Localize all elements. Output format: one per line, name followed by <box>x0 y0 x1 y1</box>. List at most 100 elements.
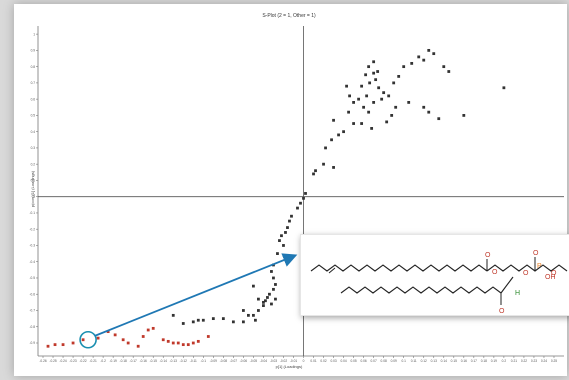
x-tick-label: 0.01 <box>310 359 316 363</box>
data-point-series-0 <box>374 78 378 82</box>
data-point-series-1 <box>46 344 50 348</box>
x-tick-label: 0.24 <box>541 359 547 363</box>
data-point-series-1 <box>96 336 100 340</box>
data-point-series-1 <box>161 338 165 342</box>
data-point-series-0 <box>322 162 325 166</box>
data-point-series-0 <box>274 297 277 301</box>
x-tick-label: 0.19 <box>491 359 497 363</box>
data-point-series-0 <box>332 166 335 169</box>
x-tick-label: -0.04 <box>260 359 267 363</box>
x-tick-label: 0.17 <box>471 359 477 363</box>
data-point-series-0 <box>314 169 317 173</box>
data-point-series-0 <box>211 317 215 321</box>
data-point-series-1 <box>141 335 145 338</box>
x-tick-label: -0.06 <box>240 359 247 363</box>
x-tick-label: 0.06 <box>361 359 367 363</box>
x-tick-label: -0.2 <box>100 359 106 363</box>
data-point-series-0 <box>241 320 245 324</box>
data-point-series-0 <box>171 313 175 317</box>
data-point-series-1 <box>186 343 190 347</box>
data-point-series-0 <box>365 94 369 98</box>
x-tick-label: 0.08 <box>381 359 387 363</box>
y-tick-label: 0.2 <box>31 162 36 166</box>
data-point-series-0 <box>274 283 277 286</box>
data-point-series-0 <box>407 101 411 104</box>
data-point-series-1 <box>106 330 110 334</box>
data-point-series-1 <box>136 344 140 348</box>
x-tick-label: -0.23 <box>69 359 76 363</box>
y-tick-label: -0.6 <box>30 292 36 296</box>
data-point-series-0 <box>286 226 289 229</box>
x-tick-label: -0.02 <box>280 359 287 363</box>
atom-label-7: O <box>551 270 557 277</box>
data-point-series-0 <box>330 138 333 142</box>
data-point-series-0 <box>372 71 376 75</box>
data-point-series-0 <box>266 296 269 299</box>
data-point-series-1 <box>181 343 185 347</box>
data-point-series-0 <box>382 91 386 95</box>
data-point-series-0 <box>312 172 315 176</box>
data-point-series-0 <box>367 65 371 69</box>
data-point-series-0 <box>390 114 394 117</box>
data-point-series-0 <box>422 58 426 62</box>
data-point-series-0 <box>252 313 255 317</box>
data-point-series-0 <box>257 309 260 312</box>
data-point-series-0 <box>241 309 245 312</box>
atom-label-9: O <box>499 308 505 315</box>
data-point-series-0 <box>302 196 305 200</box>
data-point-series-0 <box>377 86 381 90</box>
data-point-series-0 <box>442 65 446 69</box>
data-point-series-0 <box>427 110 431 114</box>
data-point-series-1 <box>166 339 170 343</box>
data-point-series-0 <box>437 117 441 121</box>
x-tick-label: -0.18 <box>120 359 127 363</box>
x-tick-label: -0.13 <box>170 359 177 363</box>
atom-label-phosphorus: P <box>537 263 542 270</box>
atom-label-hydrogen: H <box>515 290 520 297</box>
x-tick-label: 0.15 <box>451 359 457 363</box>
data-point-series-0 <box>347 110 350 114</box>
data-point-series-0 <box>196 318 200 322</box>
data-point-series-0 <box>402 65 406 69</box>
data-point-series-0 <box>262 300 265 304</box>
data-point-series-0 <box>342 130 345 134</box>
data-point-series-0 <box>278 239 281 242</box>
x-tick-label: 0.09 <box>391 359 397 363</box>
data-point-series-0 <box>364 73 368 77</box>
data-point-series-0 <box>264 299 267 303</box>
data-point-series-1 <box>126 341 130 345</box>
data-point-series-0 <box>288 219 291 223</box>
data-point-series-0 <box>270 270 273 273</box>
data-point-series-0 <box>348 94 351 98</box>
x-tick-label: 0.05 <box>350 359 356 363</box>
x-tick-label: 0.14 <box>441 359 447 363</box>
data-point-series-0 <box>352 101 355 104</box>
structure-inset: O O O O P OH O H O <box>300 234 569 316</box>
data-point-series-1 <box>61 343 65 347</box>
data-point-series-0 <box>352 122 355 125</box>
x-tick-label: -0.25 <box>49 359 56 363</box>
data-point-series-0 <box>324 146 327 150</box>
data-point-series-0 <box>417 55 421 59</box>
highlight-circle <box>79 330 97 349</box>
x-tick-label: -0.07 <box>230 359 237 363</box>
data-point-series-0 <box>387 94 391 98</box>
y-tick-label: -0.7 <box>30 309 36 313</box>
acyl-chain-upper-double-bonds <box>328 267 336 274</box>
data-point-series-0 <box>410 61 414 65</box>
x-tick-label: -0.21 <box>89 359 96 363</box>
x-tick-label: -0.01 <box>290 359 297 363</box>
x-tick-label: -0.24 <box>59 359 66 363</box>
data-point-series-1 <box>171 341 175 345</box>
x-tick-label: 0.07 <box>371 359 377 363</box>
data-point-series-0 <box>360 122 364 125</box>
atom-label-4: O <box>533 250 539 257</box>
data-point-series-0 <box>254 318 257 322</box>
data-point-series-0 <box>357 97 361 101</box>
data-point-series-0 <box>394 105 398 109</box>
data-point-series-0 <box>422 105 426 109</box>
atom-label-1: O <box>485 252 491 259</box>
x-tick-label: 0.16 <box>461 359 467 363</box>
y-tick-label: 0.4 <box>31 130 36 134</box>
data-point-series-1 <box>191 341 195 345</box>
